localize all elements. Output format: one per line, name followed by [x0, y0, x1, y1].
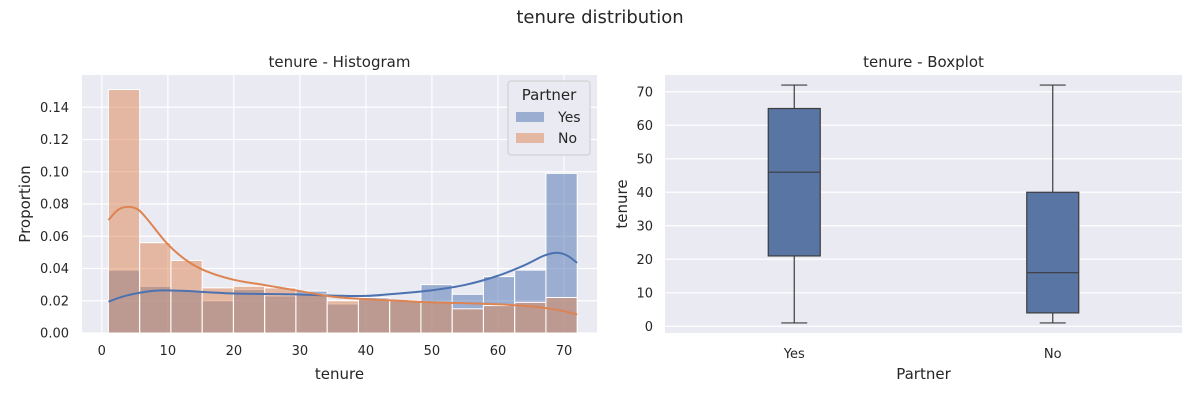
box-y-tick-labels: 0 10 20 30 40 50 60 70	[636, 85, 653, 335]
hist-x-tick-label: 70	[556, 344, 573, 359]
hist-bar-no	[389, 300, 422, 334]
box-title: tenure - Boxplot	[863, 53, 984, 71]
hist-bar-no	[139, 242, 172, 334]
hist-bars	[107, 89, 578, 334]
box-iqr-yes	[767, 107, 821, 257]
hist-x-tick-label: 10	[160, 344, 177, 359]
box-grid	[665, 91, 1182, 327]
hist-y-axis-label: Proportion	[16, 165, 34, 242]
hist-y-tick-label: 0.02	[40, 294, 69, 309]
box-y-tick-label: 50	[636, 152, 653, 167]
hist-bar-no	[201, 287, 234, 334]
hist-bar-no	[545, 297, 578, 334]
box-marks	[767, 84, 1080, 324]
suptitle: tenure distribution	[516, 7, 683, 28]
box-x-tick-label: Yes	[783, 347, 805, 362]
hist-y-tick-label: 0.10	[40, 165, 69, 180]
box-y-tick-label: 40	[636, 186, 653, 201]
legend-label-no: No	[558, 131, 577, 147]
box-y-tick-label: 30	[636, 219, 653, 234]
hist-bar-no	[420, 301, 453, 334]
legend-swatch-yes	[516, 112, 544, 122]
hist-legend: Partner Yes No	[507, 80, 591, 156]
hist-x-tick-label: 60	[490, 344, 507, 359]
box-y-tick-label: 20	[636, 253, 653, 268]
box-x-tick-labels: Yes No	[783, 347, 1062, 362]
hist-x-axis-label: tenure	[315, 365, 364, 383]
box-x-axis-label: Partner	[896, 365, 951, 383]
box-y-tick-label: 10	[636, 286, 653, 301]
box-iqr-no	[1026, 191, 1080, 314]
histogram-panel: 0 10 20 30 40 50 60 70 0.00 0.02 0.04 0.06 0.08 0.10…	[16, 53, 597, 383]
legend-label-yes: Yes	[557, 110, 581, 126]
box-y-tick-label: 0	[645, 320, 653, 335]
hist-x-tick-label: 20	[226, 344, 243, 359]
hist-y-tick-label: 0.14	[40, 101, 69, 116]
box-y-axis-label: tenure	[613, 179, 631, 228]
hist-bar-no	[357, 298, 391, 334]
hist-x-tick-labels: 0 10 20 30 40 50 60 70	[98, 344, 573, 359]
hist-bar-no	[482, 305, 516, 334]
legend-title: Partner	[522, 86, 577, 104]
kde-line-no	[107, 205, 578, 316]
hist-bar-no	[170, 259, 203, 334]
legend-swatch-no	[516, 133, 544, 143]
hist-bar-no	[451, 308, 484, 334]
box-x-tick-label: No	[1044, 347, 1062, 362]
box-y-tick-label: 70	[636, 85, 653, 100]
hist-kde-lines	[107, 205, 578, 316]
hist-y-tick-label: 0.08	[40, 198, 69, 213]
hist-x-tick-label: 50	[424, 344, 441, 359]
box-plot-area	[665, 75, 1182, 333]
hist-x-tick-label: 40	[358, 344, 375, 359]
hist-y-tick-labels: 0.00 0.02 0.04 0.06 0.08 0.10 0.12 0.14	[40, 101, 69, 342]
hist-y-tick-label: 0.04	[40, 262, 69, 277]
hist-y-tick-label: 0.06	[40, 230, 69, 245]
boxplot-panel: Yes No 0 10 20 30 40 50 60 70 tenure - Boxplot P…	[613, 53, 1182, 383]
hist-x-tick-label: 0	[98, 344, 106, 359]
hist-x-tick-label: 30	[292, 344, 309, 359]
hist-bar-no	[295, 293, 328, 334]
hist-y-tick-label: 0.00	[40, 327, 69, 342]
box-y-tick-label: 60	[636, 119, 653, 134]
hist-title: tenure - Histogram	[269, 53, 411, 71]
hist-y-tick-label: 0.12	[40, 133, 69, 148]
hist-bar-no	[326, 300, 359, 334]
kde-line-yes	[108, 251, 578, 303]
